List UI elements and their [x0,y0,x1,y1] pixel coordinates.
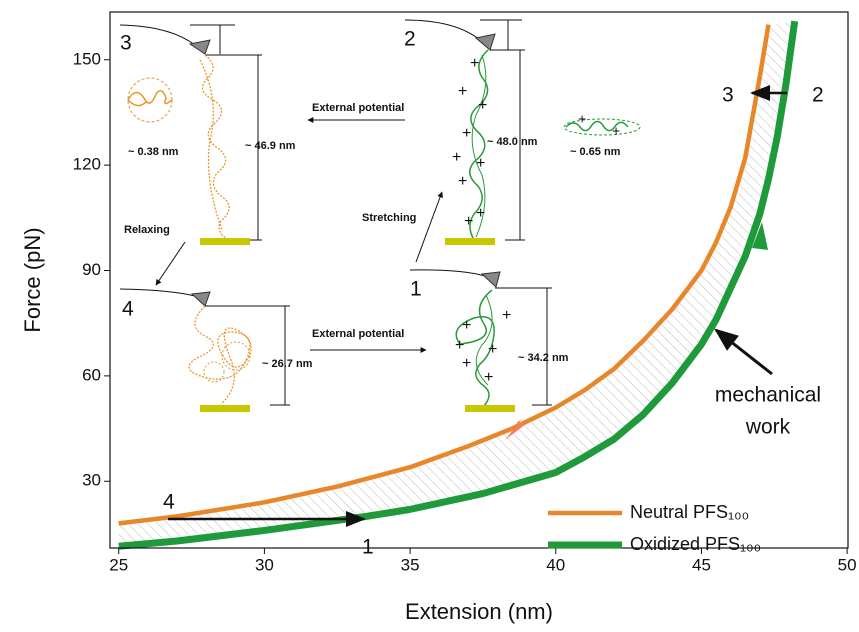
direction-arrow [505,419,526,440]
annotation: ~ 48.0 nm [487,136,538,148]
svg-text:+: + [455,337,464,354]
point-label: 3 [120,32,132,55]
x-axis-label: Extension (nm) [405,599,553,624]
x-tick-label: 25 [109,555,128,574]
svg-text:+: + [458,83,467,100]
annotation: Stretching [362,212,416,224]
annotation: ~ 34.2 nm [518,352,569,364]
svg-text:+: + [578,111,586,127]
plot: 25 30 35 40 45 50 30 60 90 120 150 [73,20,857,574]
annotation: ~ 0.38 nm [128,146,179,158]
point-label: 3 [722,84,734,107]
work-area [118,21,795,547]
annotation: Relaxing [124,224,170,236]
x-tick-label: 40 [546,555,565,574]
x-tick-label: 30 [255,555,274,574]
y-tick-label: 90 [82,260,101,279]
illustration: 3 ~ 46.9 nm ~ 0.38 nm External potential… [119,19,641,412]
series-line [118,20,799,550]
svg-text:+: + [462,125,471,142]
series-line [118,24,771,526]
svg-text:+: + [458,173,467,190]
svg-text:+: + [502,307,511,324]
x-tick-label: 35 [401,555,420,574]
svg-text:+: + [478,97,487,114]
y-tick-label: 60 [82,365,101,384]
svg-text:+: + [462,355,471,372]
point-label: 1 [410,278,422,301]
x-tick-label: 50 [838,555,857,574]
annotation: ~ 26.7 nm [262,358,313,370]
svg-text:+: + [464,213,473,230]
legend-label: Oxidized PFS₁₀₀ [630,534,761,554]
annotation: External potential [312,328,404,340]
x-tick-label: 45 [692,555,711,574]
legend-label: Neutral PFS₁₀₀ [630,502,749,522]
svg-text:+: + [484,369,493,386]
svg-text:+: + [612,123,620,139]
annotation: ~ 46.9 nm [245,140,296,152]
svg-text:+: + [476,155,485,172]
y-tick-label: 30 [82,471,101,490]
arrow [714,328,773,376]
y-tick-label: 120 [73,155,101,174]
point-label: 2 [404,28,416,51]
svg-text:+: + [470,55,479,72]
annotation: mechanical [715,384,821,407]
annotation: External potential [312,102,404,114]
point-label: 2 [812,84,824,107]
point-label: 4 [122,298,134,321]
svg-text:+: + [452,149,461,166]
direction-arrow [752,222,768,250]
annotation: work [745,416,791,439]
point-label: 4 [163,491,175,514]
svg-text:+: + [462,317,471,334]
point-label: 1 [362,536,374,559]
frame [109,11,849,549]
svg-text:+: + [476,205,485,222]
annotation: ~ 0.65 nm [570,146,621,158]
y-axis-label: Force (pN) [20,227,45,332]
y-tick-label: 150 [73,49,101,68]
svg-text:+: + [488,341,497,358]
